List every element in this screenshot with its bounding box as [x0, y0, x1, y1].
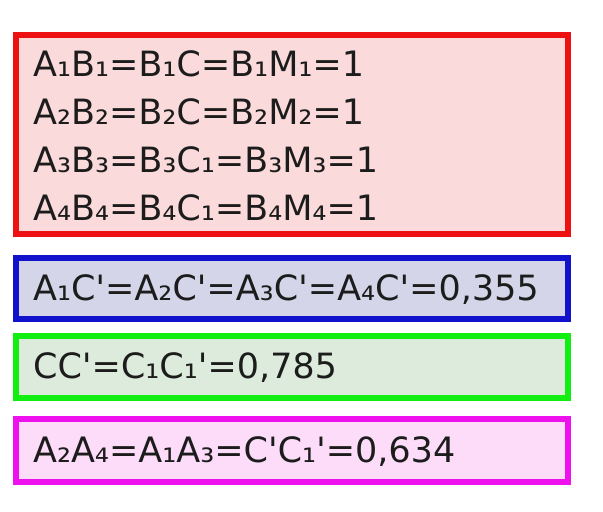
equation-line-2: A₂B₂=B₂C=B₂M₂=1 [33, 93, 365, 133]
blue-equation-box: A₁C'=A₂C'=A₃C'=A₄C'=0,355 [13, 255, 571, 322]
equation-line-4: A₄B₄=B₄C₁=B₄M₄=1 [33, 189, 379, 229]
equation-line-1: A₁B₁=B₁C=B₁M₁=1 [33, 45, 365, 85]
equation-line-green: CC'=C₁C₁'=0,785 [33, 347, 337, 387]
green-equation-box: CC'=C₁C₁'=0,785 [13, 333, 571, 401]
magenta-equation-box: A₂A₄=A₁A₃=C'C₁'=0,634 [13, 416, 571, 485]
equation-line-3: A₃B₃=B₃C₁=B₃M₃=1 [33, 141, 379, 181]
equation-line-blue: A₁C'=A₂C'=A₃C'=A₄C'=0,355 [33, 268, 539, 309]
red-equations-box: A₁B₁=B₁C=B₁M₁=1 A₂B₂=B₂C=B₂M₂=1 A₃B₃=B₃C… [13, 32, 571, 237]
equation-line-magenta: A₂A₄=A₁A₃=C'C₁'=0,634 [33, 430, 456, 471]
